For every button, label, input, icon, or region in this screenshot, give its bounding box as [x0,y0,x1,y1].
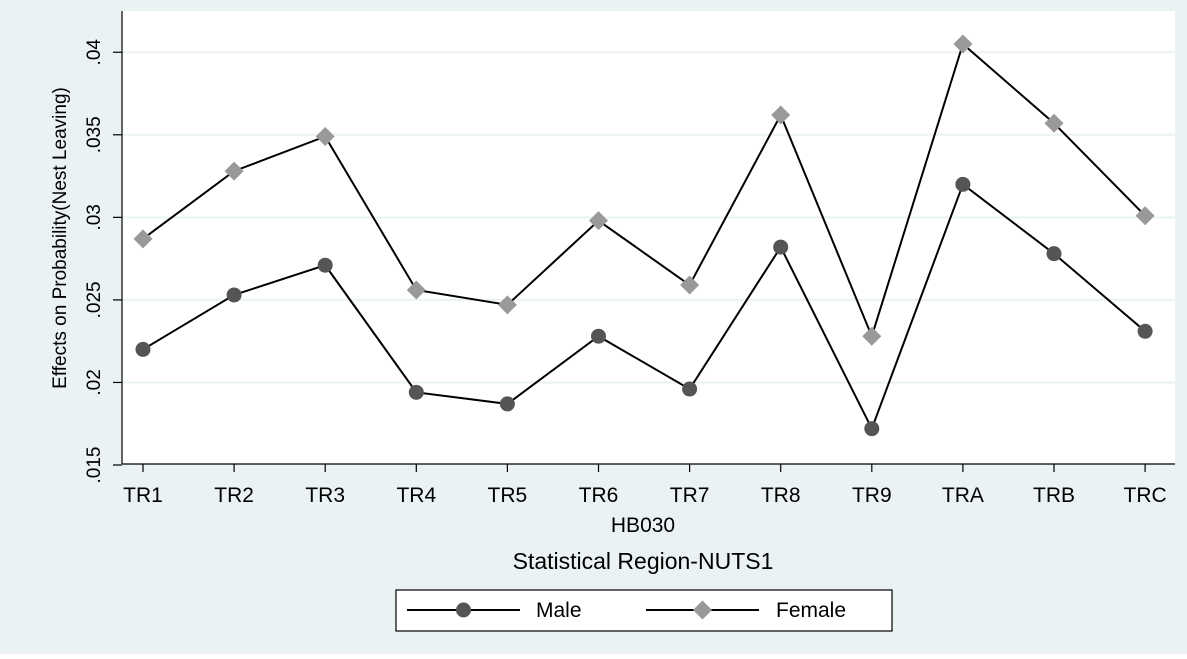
legend-marker-male [456,602,471,618]
x-tick-label: TR4 [396,484,436,507]
axes: .015 .02 .025 .03 .035 .04 TR1 TR2 TR3 TR4 TR5 TR6 T… [84,11,1175,507]
x-tick-label: TR2 [214,484,254,507]
data-point-female [133,229,153,249]
data-point-female [1135,206,1155,226]
series-layer [133,34,1155,437]
x-tick-label: TR1 [123,484,163,507]
y-tick-label: .02 [84,369,105,395]
data-point-male [1137,323,1153,339]
data-point-male [499,396,515,412]
data-point-female [406,280,426,300]
data-point-male [408,384,424,400]
y-tick-label: .025 [84,281,105,318]
data-point-female [953,34,973,54]
legend-label-male: Male [536,599,582,622]
x-tick-label: TR9 [852,484,892,507]
x-tick-label: TR6 [579,484,619,507]
legend-marker-female [693,600,712,620]
data-point-female [680,275,700,295]
y-tick-label: .03 [84,204,105,230]
x-tick-label: TR7 [670,484,710,507]
y-tick-label: .04 [84,39,105,66]
data-point-male [864,421,880,437]
series-line-male [142,182,1146,432]
data-point-female [862,326,882,346]
x-axis-variable-label: HB030 [611,514,675,537]
legend: Male Female [395,589,893,632]
data-point-male [317,257,333,273]
x-tick-label: TRC [1124,484,1167,507]
data-point-male [682,381,698,397]
y-tick-label: .015 [84,447,105,484]
legend-label-female: Female [776,599,846,622]
series-line-female [142,42,1146,340]
plot-area [122,11,1175,464]
data-point-female [771,105,791,125]
data-point-female [1044,113,1064,133]
data-point-male [591,328,606,344]
data-point-female [589,211,608,231]
y-axis-label: Effects on Probability(Nest Leaving) [50,87,71,389]
data-point-male [226,287,242,303]
x-tick-label: TR5 [488,484,528,507]
data-point-female [497,295,517,315]
x-tick-label: TRA [942,484,984,507]
grid-lines [122,51,1175,384]
x-axis-label: Statistical Region-NUTS1 [513,548,774,574]
data-point-male [135,341,151,357]
data-point-male [773,239,789,255]
x-tick-label: TR8 [761,484,801,507]
x-tick-label: TR3 [305,484,345,507]
x-tick-label: TRB [1033,484,1075,507]
y-tick-label: .035 [84,116,105,153]
data-point-female [315,126,335,146]
data-point-female [224,161,244,181]
data-point-male [1046,246,1062,262]
data-point-male [955,176,971,192]
